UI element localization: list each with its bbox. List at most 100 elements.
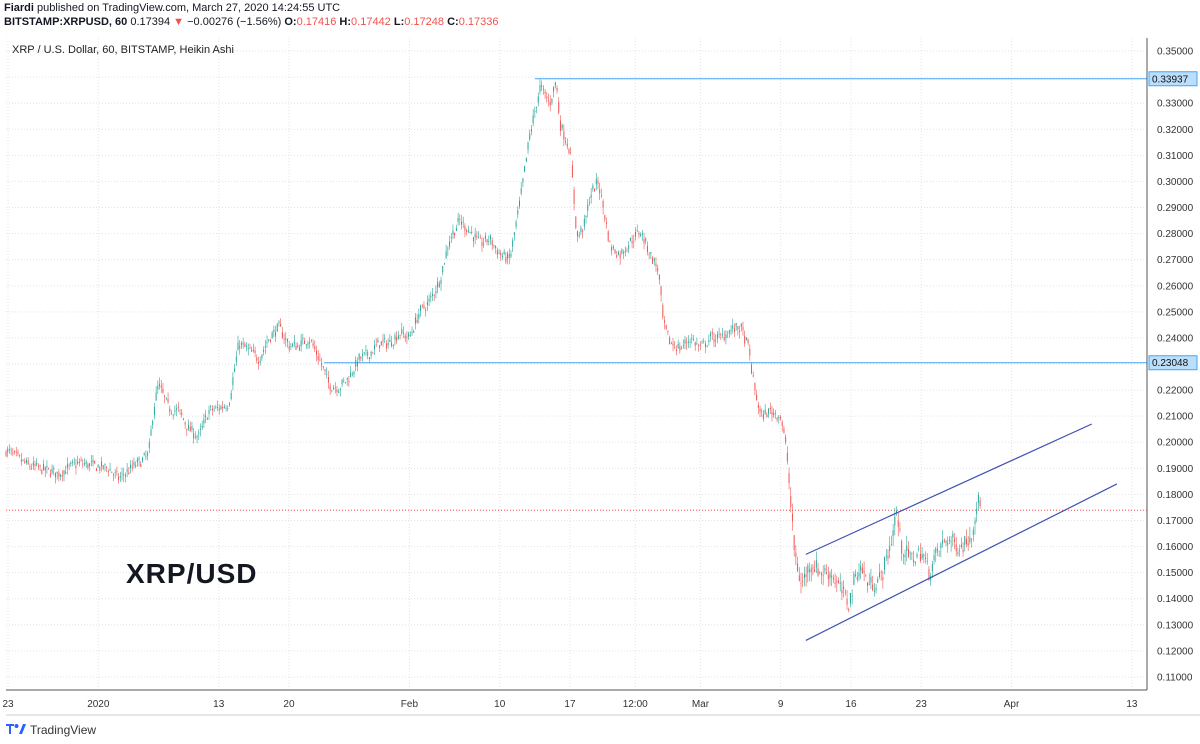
candle-body — [812, 567, 814, 569]
down-candle — [319, 353, 321, 362]
down-candle — [459, 214, 461, 226]
candle-body — [798, 575, 800, 581]
y-tick-label: 0.13000 — [1157, 620, 1194, 631]
x-tick-label: 23 — [916, 699, 928, 710]
up-candle — [904, 549, 906, 566]
tradingview-logo-text: TradingView — [30, 722, 97, 737]
up-candle — [877, 576, 879, 584]
candle-body — [24, 461, 26, 463]
up-candle — [964, 535, 966, 552]
up-candle — [143, 452, 145, 456]
candle-body — [228, 403, 230, 405]
up-candle — [165, 397, 167, 401]
candle-body — [720, 334, 722, 336]
candle-body — [590, 194, 592, 198]
candle-body — [751, 364, 753, 374]
up-candle — [114, 469, 116, 479]
up-candle — [387, 338, 389, 349]
up-candle — [196, 434, 198, 444]
down-candle — [379, 344, 381, 352]
down-candle — [211, 404, 213, 416]
up-candle — [208, 405, 210, 420]
up-candle — [268, 339, 270, 343]
candle-body — [597, 180, 599, 184]
candle-body — [413, 331, 415, 333]
channel-upper-line — [805, 423, 1093, 555]
candle-body — [508, 254, 510, 259]
candle-body — [819, 571, 821, 573]
candle-body — [150, 429, 152, 436]
up-candle — [153, 402, 155, 420]
down-candle — [111, 471, 113, 473]
up-candle — [554, 81, 556, 89]
down-candle — [177, 401, 179, 412]
candle-body — [431, 294, 433, 297]
down-candle — [577, 230, 579, 243]
candle-body — [479, 237, 481, 239]
candle-body — [39, 465, 41, 467]
y-tick-label: 0.20000 — [1157, 438, 1194, 449]
candle-body — [217, 406, 219, 408]
down-candle — [846, 589, 848, 610]
candle-body — [906, 545, 908, 551]
down-candle — [863, 561, 865, 582]
candle-body — [331, 390, 333, 392]
candle-body — [568, 149, 570, 153]
price-level-tag — [1148, 355, 1198, 371]
up-candle — [727, 330, 729, 338]
down-candle — [611, 244, 613, 256]
up-candle — [377, 337, 379, 343]
tradingview-logo[interactable]: TradingView — [6, 722, 96, 737]
down-candle — [679, 342, 681, 354]
down-candle — [822, 565, 824, 586]
price-level-tag-text: 0.23048 — [1152, 358, 1189, 369]
candle-body — [754, 383, 756, 391]
down-candle — [466, 228, 468, 236]
down-candle — [872, 575, 874, 592]
low-label: L: — [393, 16, 405, 28]
up-candle — [401, 322, 403, 336]
up-candle — [341, 378, 343, 388]
candle-body — [75, 465, 77, 468]
up-candle — [824, 564, 826, 575]
down-candle — [832, 574, 834, 583]
down-candle — [669, 335, 671, 345]
publish-info: Fiardi published on TradingView.com, Mar… — [4, 2, 340, 14]
candle-body — [855, 574, 857, 576]
up-candle — [534, 106, 536, 118]
candle-body — [592, 185, 594, 189]
down-candle — [643, 232, 645, 250]
up-candle — [892, 524, 894, 546]
down-candle — [742, 321, 744, 336]
up-candle — [894, 507, 896, 536]
down-candle — [867, 581, 869, 593]
last-price: 0.17394 — [130, 16, 171, 28]
candle-body — [97, 465, 99, 467]
up-candle — [807, 563, 809, 583]
candle-body — [573, 190, 575, 204]
up-candle — [264, 340, 266, 355]
candle-body — [389, 340, 391, 342]
candle-body — [25, 459, 27, 463]
candle-body — [87, 464, 89, 469]
candle-body — [70, 462, 72, 464]
candle-body — [256, 357, 258, 361]
candle-body — [72, 461, 74, 463]
candle-body — [923, 554, 925, 557]
candle-body — [935, 548, 937, 554]
down-candle — [406, 331, 408, 345]
down-candle — [481, 236, 483, 252]
y-tick-label: 0.29000 — [1157, 203, 1194, 214]
down-candle — [324, 368, 326, 375]
candle-body — [363, 352, 365, 353]
candle-body — [211, 408, 213, 411]
candle-body — [670, 343, 672, 345]
candle-body — [652, 257, 654, 264]
candle-body — [606, 222, 608, 224]
candle-body — [788, 473, 790, 484]
candle-body — [737, 326, 739, 330]
up-candle — [952, 530, 954, 547]
candle-body — [544, 91, 546, 94]
candle-body — [873, 590, 875, 593]
